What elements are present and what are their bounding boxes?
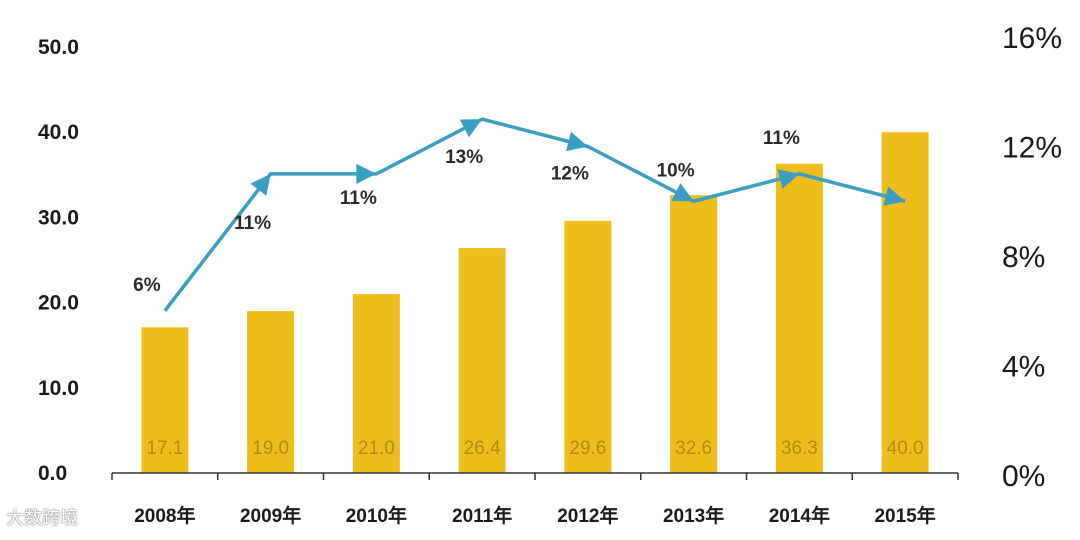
left-axis-tick: 10.0 [38, 377, 79, 400]
bar [881, 132, 929, 473]
right-axis-tick: 12% [1002, 132, 1062, 165]
bar [564, 220, 612, 473]
right-axis-tick: 0% [1002, 460, 1045, 493]
category-label: 2010年 [346, 504, 407, 527]
bar-value-label: 29.6 [569, 438, 606, 459]
growth-point-marker [250, 173, 271, 196]
growth-point-marker [356, 163, 377, 184]
growth-point-marker [566, 131, 588, 152]
left-axis-tick: 30.0 [38, 206, 79, 229]
left-axis-tick: 50.0 [38, 36, 79, 59]
category-label: 2013年 [663, 504, 724, 527]
bar-value-label: 21.0 [358, 438, 395, 459]
growth-point-marker [671, 183, 694, 202]
bar [352, 294, 400, 473]
bar [775, 163, 823, 473]
bar [247, 311, 295, 473]
bar-value-label: 19.0 [252, 438, 289, 459]
growth-rate-label: 10% [657, 160, 695, 181]
growth-point-marker [883, 186, 906, 206]
growth-rate-label: 11% [234, 213, 271, 234]
growth-rate-label: 12% [551, 164, 589, 185]
right-axis-tick: 4% [1002, 351, 1045, 384]
growth-rate-label: 13% [445, 147, 483, 168]
category-label: 2009年 [240, 504, 301, 527]
right-axis-tick: 16% [1002, 22, 1062, 55]
growth-rate-label: 11% [340, 188, 377, 209]
right-axis-tick: 8% [1002, 241, 1045, 274]
category-label: 2014年 [769, 504, 830, 527]
bar-value-label: 40.0 [887, 438, 924, 459]
bar-value-label: 32.6 [675, 438, 712, 459]
growth-point-marker [777, 169, 800, 189]
left-axis-tick: 0.0 [38, 462, 67, 485]
growth-rate-label: 6% [133, 275, 161, 296]
left-axis-tick: 20.0 [38, 292, 79, 315]
category-label: 2011年 [452, 504, 512, 527]
bar-value-label: 26.4 [464, 438, 501, 459]
left-axis-tick: 40.0 [38, 121, 79, 144]
bar [141, 327, 189, 473]
growth-point-marker [459, 119, 483, 138]
bar-value-label: 17.1 [146, 438, 183, 459]
category-label: 2015年 [874, 504, 935, 527]
bar [458, 248, 506, 473]
category-label: 2012年 [557, 504, 618, 527]
watermark: 大数跨境 [6, 508, 78, 529]
bar [670, 195, 718, 474]
bar-value-label: 36.3 [781, 438, 818, 459]
category-label: 2008年 [134, 504, 195, 527]
growth-rate-label: 11% [763, 128, 800, 149]
